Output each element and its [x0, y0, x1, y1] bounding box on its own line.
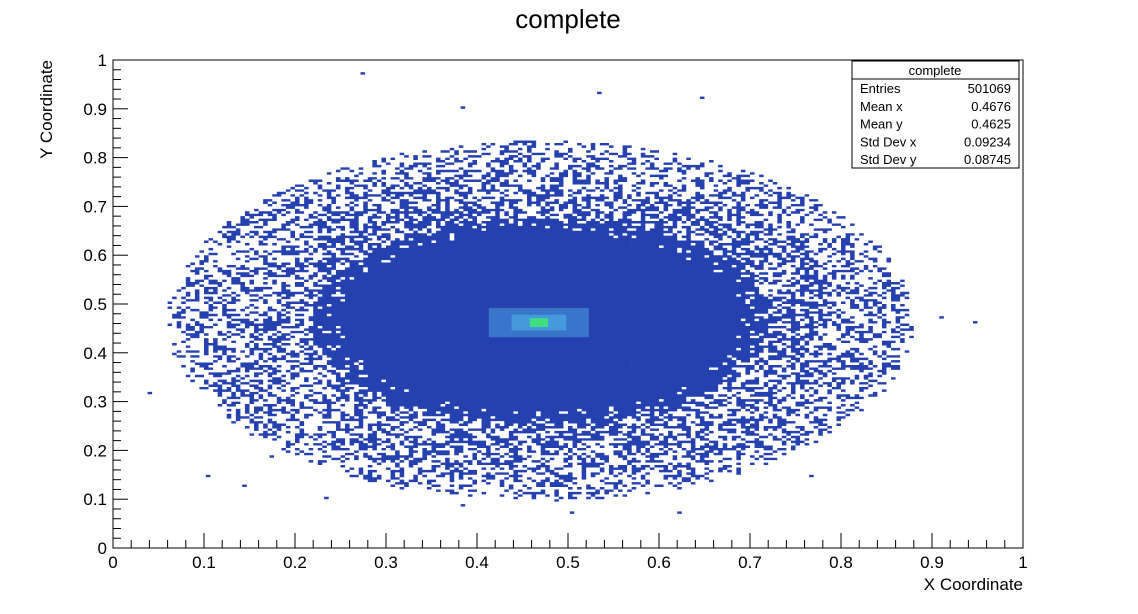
- stats-rows: Entries 501069 Mean x 0.4676 Mean y 0.4625 Std…: [860, 81, 1011, 167]
- y-tick-label: 0.4: [83, 344, 107, 363]
- chart-title: complete: [515, 4, 621, 34]
- y-tick-label: 0.9: [83, 100, 107, 119]
- x-tick-label: 0.3: [374, 553, 398, 572]
- y-tick-label: 0.1: [83, 490, 107, 509]
- stats-row-value: 0.4625: [971, 117, 1011, 132]
- x-tick-label: 0.6: [647, 553, 671, 572]
- outlier-bin: [939, 316, 944, 319]
- outlier-bin: [677, 511, 682, 514]
- stats-row-value: 0.09234: [964, 134, 1011, 149]
- outlier-bin: [242, 484, 247, 487]
- stats-row-label: Std Dev y: [860, 152, 917, 167]
- x-axis-tick-labels: 0 0.1 0.2 0.3 0.4 0.5 0.6 0.7 0.8 0.9 1: [108, 553, 1027, 572]
- outlier-bin: [569, 511, 575, 514]
- x-tick-label: 0.7: [738, 553, 762, 572]
- stats-row-label: Std Dev x: [860, 134, 917, 149]
- x-tick-label: 0.5: [556, 553, 580, 572]
- outlier-bin: [205, 474, 211, 478]
- y-tick-label: 0.8: [83, 149, 107, 168]
- outlier-bin: [460, 106, 466, 109]
- y-tick-label: 0.6: [83, 246, 107, 265]
- hotspot-cell: [529, 318, 548, 327]
- stats-row-label: Mean x: [860, 99, 903, 114]
- stats-row-value: 0.08745: [964, 152, 1011, 167]
- y-tick-label: 0.5: [83, 295, 107, 314]
- x-axis-label: X Coordinate: [924, 575, 1023, 594]
- x-tick-label: 0.1: [192, 553, 216, 572]
- x-tick-label: 0.8: [829, 553, 853, 572]
- heatmap-cells: [167, 140, 914, 502]
- y-tick-label: 0.2: [83, 441, 107, 460]
- outlier-bin: [324, 496, 329, 500]
- x-tick-label: 1: [1018, 553, 1027, 572]
- y-tick-label: 0: [98, 539, 107, 558]
- x-tick-label: 0.2: [283, 553, 307, 572]
- y-axis-tick-labels: 0 0.1 0.2 0.3 0.4 0.5 0.6 0.7 0.8 0.9 1: [83, 51, 107, 558]
- y-axis-ticks: [113, 59, 128, 549]
- outlier-bin: [809, 474, 814, 478]
- stats-row-label: Mean y: [860, 117, 903, 132]
- x-tick-label: 0.4: [465, 553, 489, 572]
- outlier-cells: [147, 72, 978, 514]
- y-tick-label: 0.3: [83, 393, 107, 412]
- outlier-bin: [699, 96, 705, 100]
- x-tick-label: 0: [108, 553, 117, 572]
- stats-box: complete Entries 501069 Mean x 0.4676 Mean y…: [851, 60, 1020, 169]
- stats-row-label: Entries: [860, 81, 901, 96]
- peak-hotspot: [488, 307, 589, 338]
- y-tick-label: 0.7: [83, 197, 107, 216]
- stats-row-value: 0.4676: [971, 99, 1011, 114]
- stats-box-title: complete: [909, 63, 962, 78]
- outlier-bin: [460, 504, 466, 507]
- outlier-bin: [147, 391, 153, 395]
- y-tick-label: 1: [98, 51, 107, 70]
- outlier-bin: [269, 455, 275, 458]
- stats-row-value: 501069: [968, 81, 1011, 96]
- outlier-bin: [972, 321, 978, 324]
- outlier-bin: [597, 91, 602, 95]
- x-axis-ticks: [112, 533, 1024, 548]
- x-tick-label: 0.9: [920, 553, 944, 572]
- outlier-bin: [360, 72, 366, 75]
- y-axis-label: Y Coordinate: [37, 60, 56, 159]
